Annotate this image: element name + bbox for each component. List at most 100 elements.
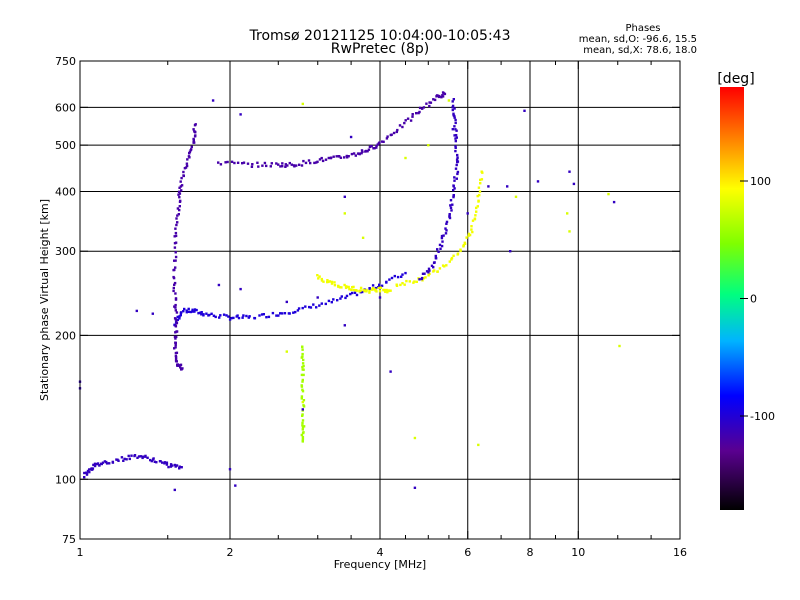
echo-point [179,180,182,183]
echo-point [448,213,451,216]
echo-point [478,193,481,197]
echo-point [456,172,459,176]
echo-point [180,176,183,180]
echo-point [441,240,444,243]
echo-point [354,154,357,157]
echo-point [350,288,353,292]
echo-point [174,306,177,309]
echo-point [381,140,384,143]
echo-point [300,164,304,167]
echo-point [295,164,298,167]
echo-point [418,106,422,110]
echo-point [453,114,456,118]
echo-point [108,462,111,465]
echo-point [372,287,376,291]
echo-point [445,220,449,224]
echo-point [187,307,190,311]
echo-point [337,285,340,288]
echo-point [301,388,304,391]
echo-point [477,443,480,447]
echo-point [355,293,359,297]
echo-point [339,156,343,159]
echo-point [360,152,363,155]
echo-point [85,473,89,476]
echo-point [150,459,153,463]
echo-point [217,283,221,287]
echo-point [378,290,382,293]
echo-point [313,161,316,165]
echo-point [453,176,456,179]
echo-point [225,314,228,317]
echo-point [470,225,473,228]
echo-point [389,289,392,292]
echo-point [208,313,211,317]
echo-point [454,137,457,140]
echo-point [120,456,124,459]
echo-point [395,130,398,134]
echo-point [267,315,271,319]
echo-point [523,109,526,112]
echo-point [172,286,175,290]
chart-subtitle: RwPretec (8p) [331,41,429,57]
echo-point [307,159,311,162]
echo-point [450,209,453,212]
echo-point [434,257,438,260]
echo-point [309,306,313,309]
echo-point [175,321,179,325]
echo-point [301,400,304,404]
echo-point [281,162,284,165]
echo-point [424,276,427,279]
echo-point [101,461,105,464]
echo-point [324,302,327,306]
echo-point [155,461,158,464]
echo-point [349,292,352,296]
echo-point [423,272,426,275]
echo-point [454,139,457,143]
echo-point [382,140,385,143]
echo-point [175,330,178,333]
echo-point [86,469,90,473]
echo-point [188,156,191,159]
echo-point [451,104,455,108]
echo-point [449,204,452,207]
echo-point [290,163,293,166]
echo-point [93,464,97,468]
echo-point [612,200,616,204]
echo-point [401,282,404,285]
echo-point [428,104,431,108]
data-points [78,91,621,492]
echo-point [451,128,454,131]
echo-point [242,314,245,317]
echo-point [327,280,330,283]
echo-point [261,164,264,167]
echo-point [514,195,518,198]
echo-point [439,247,442,250]
echo-point [475,206,478,210]
echo-point [452,194,455,197]
echo-point [117,459,120,462]
echo-point [165,463,169,466]
echo-point [301,102,304,106]
echo-point [174,343,177,347]
echo-point [301,348,304,351]
echo-point [279,312,282,315]
echo-point [302,159,305,163]
echo-point [427,274,430,277]
echo-point [378,296,382,299]
echo-point [178,208,181,212]
echo-point [301,428,304,431]
echo-point [250,165,254,168]
echo-point [191,310,194,313]
echo-point [123,457,126,461]
echo-point [396,128,399,132]
echo-point [247,316,250,319]
echo-point [174,251,177,254]
echo-point [178,186,181,189]
echo-point [245,314,248,318]
echo-point [455,129,458,132]
echo-point [301,380,304,383]
echo-point [151,458,155,461]
colorbar-tick-label: 0 [750,293,757,306]
echo-point [454,146,457,149]
echo-point [137,455,141,458]
